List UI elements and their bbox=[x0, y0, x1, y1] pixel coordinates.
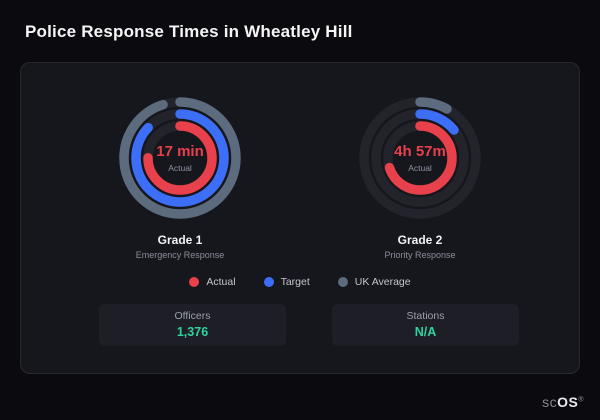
legend-dot-actual-icon bbox=[189, 277, 200, 287]
watermark-logo: scOS® bbox=[542, 394, 584, 410]
gauge-title: Grade 1 bbox=[157, 233, 203, 247]
legend-dot-target-icon bbox=[263, 277, 274, 287]
gauge-subtitle: Emergency Response bbox=[135, 250, 225, 260]
legend-dot-uk-average-icon bbox=[337, 277, 348, 287]
stat-stations: Stations N/A bbox=[332, 304, 519, 346]
stat-value: 1,376 bbox=[176, 325, 209, 339]
watermark-brand: OS bbox=[557, 394, 579, 410]
stat-label: Stations bbox=[406, 310, 445, 322]
legend-label-target: Target bbox=[280, 276, 310, 288]
gauge-subtitle: Priority Response bbox=[384, 250, 456, 260]
stat-label: Officers bbox=[174, 310, 211, 322]
registered-mark-icon: ® bbox=[578, 396, 584, 404]
page-title: Police Response Times in Wheatley Hill bbox=[25, 22, 353, 41]
gauge-grade-1: 17 min Actual Grade 1 Emergency Response bbox=[105, 93, 255, 260]
gauges-row: 17 min Actual Grade 1 Emergency Response… bbox=[21, 93, 579, 260]
legend-label-uk-average: UK Average bbox=[354, 276, 411, 288]
legend-label-actual: Actual bbox=[206, 276, 236, 288]
response-times-card: 17 min Actual Grade 1 Emergency Response… bbox=[20, 62, 580, 374]
gauge-chart-grade-1: 17 min Actual bbox=[115, 93, 245, 223]
legend-item-actual[interactable]: Actual bbox=[189, 276, 236, 288]
legend: Actual Target UK Average bbox=[21, 276, 579, 288]
gauge-title: Grade 2 bbox=[397, 233, 443, 247]
stat-officers: Officers 1,376 bbox=[99, 304, 286, 346]
stat-value: N/A bbox=[414, 325, 437, 339]
gauge-rings bbox=[355, 93, 485, 228]
stats-row: Officers 1,376 Stations N/A bbox=[99, 304, 519, 346]
gauge-rings bbox=[115, 93, 245, 228]
watermark-prefix: sc bbox=[542, 394, 558, 410]
legend-item-target[interactable]: Target bbox=[263, 276, 310, 288]
legend-item-uk-average[interactable]: UK Average bbox=[337, 276, 411, 288]
gauge-chart-grade-2: 4h 57m Actual bbox=[355, 93, 485, 223]
gauge-grade-2: 4h 57m Actual Grade 2 Priority Response bbox=[345, 93, 495, 260]
